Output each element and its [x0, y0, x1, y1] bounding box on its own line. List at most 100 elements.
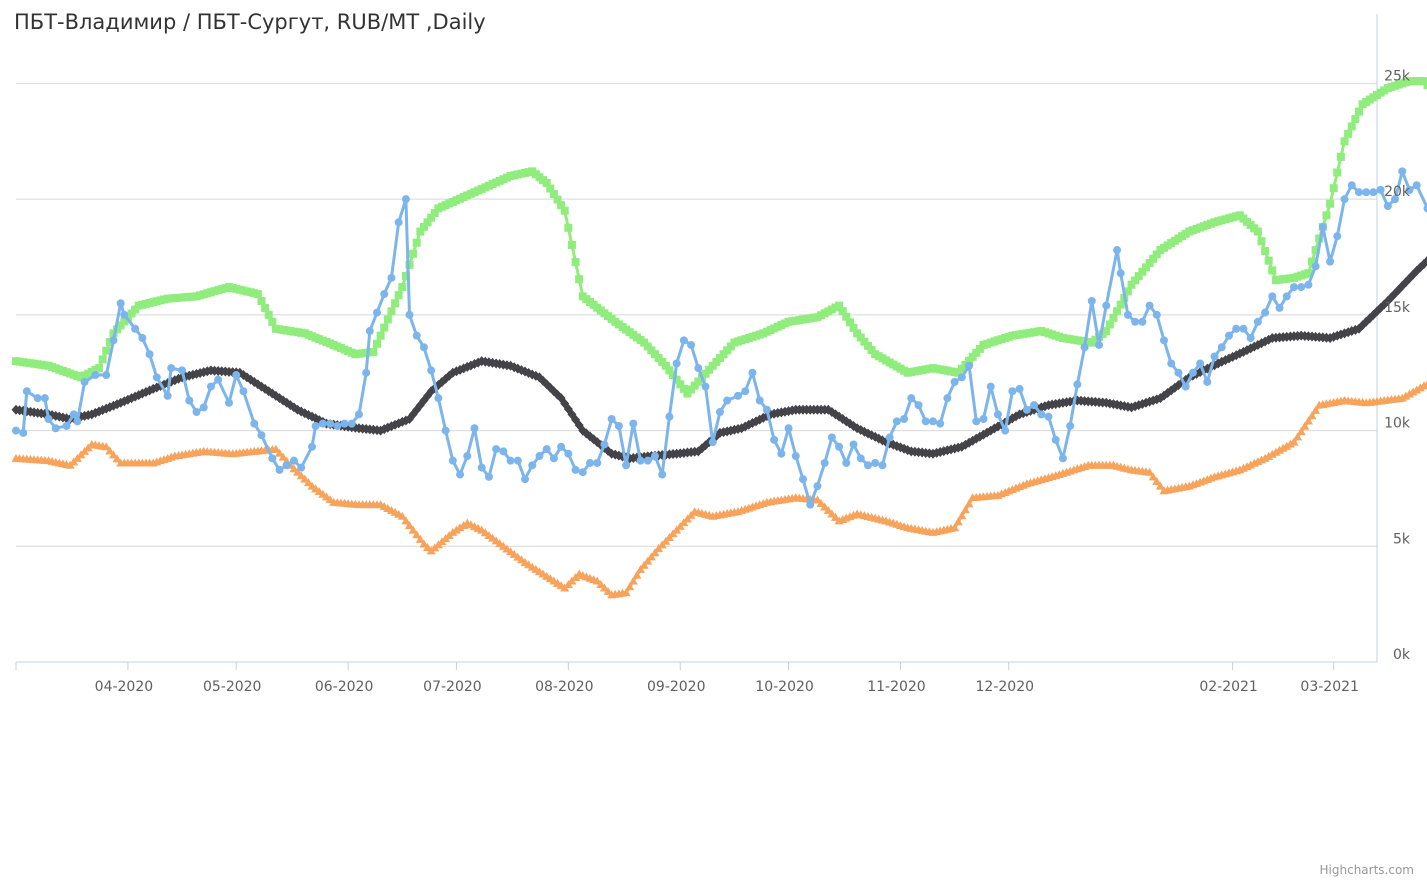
- data-point-circle[interactable]: [564, 449, 573, 458]
- data-point-square[interactable]: [268, 317, 277, 326]
- data-point-circle[interactable]: [755, 396, 764, 405]
- data-point-circle[interactable]: [441, 426, 450, 435]
- data-point-circle[interactable]: [542, 445, 551, 454]
- data-point-circle[interactable]: [80, 377, 89, 386]
- data-point-square[interactable]: [564, 223, 573, 232]
- data-point-circle[interactable]: [571, 465, 580, 474]
- data-point-circle[interactable]: [373, 308, 382, 317]
- data-point-square[interactable]: [1336, 152, 1345, 161]
- data-point-square[interactable]: [661, 361, 670, 370]
- data-point-circle[interactable]: [1113, 246, 1122, 255]
- data-point-circle[interactable]: [1188, 368, 1197, 377]
- data-point-circle[interactable]: [586, 458, 595, 467]
- data-point-triangle[interactable]: [1278, 443, 1288, 452]
- data-point-circle[interactable]: [1232, 324, 1241, 333]
- data-point-triangle[interactable]: [1152, 476, 1162, 485]
- data-point-circle[interactable]: [972, 417, 981, 426]
- data-point-square[interactable]: [1333, 168, 1342, 177]
- data-point-circle[interactable]: [1123, 310, 1132, 319]
- data-point-square[interactable]: [1268, 266, 1277, 275]
- data-point-circle[interactable]: [1224, 331, 1233, 340]
- data-point-circle[interactable]: [578, 468, 587, 477]
- data-point-circle[interactable]: [1015, 384, 1024, 393]
- data-point-square[interactable]: [1109, 313, 1118, 322]
- data-point-square[interactable]: [376, 331, 385, 340]
- data-point-square[interactable]: [261, 303, 270, 312]
- data-point-circle[interactable]: [806, 500, 815, 509]
- data-point-square[interactable]: [1145, 259, 1154, 268]
- data-point-square[interactable]: [102, 346, 111, 355]
- data-point-circle[interactable]: [311, 421, 320, 430]
- data-point-circle[interactable]: [492, 445, 501, 454]
- data-point-circle[interactable]: [835, 442, 844, 451]
- data-point-circle[interactable]: [734, 391, 743, 400]
- data-point-circle[interactable]: [1037, 410, 1046, 419]
- data-point-circle[interactable]: [340, 419, 349, 428]
- data-point-circle[interactable]: [239, 387, 248, 396]
- data-point-circle[interactable]: [694, 364, 703, 373]
- data-point-square[interactable]: [546, 184, 555, 193]
- data-point-circle[interactable]: [849, 440, 858, 449]
- data-point-circle[interactable]: [993, 410, 1002, 419]
- data-point-square[interactable]: [416, 227, 425, 236]
- data-point-circle[interactable]: [484, 472, 493, 481]
- data-point-square[interactable]: [676, 380, 685, 389]
- data-point-triangle[interactable]: [108, 450, 118, 459]
- data-point-square[interactable]: [369, 347, 378, 356]
- data-point-square[interactable]: [672, 375, 681, 384]
- data-point-circle[interactable]: [1102, 301, 1111, 310]
- data-point-circle[interactable]: [513, 456, 522, 465]
- data-point-square[interactable]: [1138, 267, 1147, 276]
- data-point-circle[interactable]: [477, 463, 486, 472]
- data-point-circle[interactable]: [73, 417, 82, 426]
- data-point-triangle[interactable]: [639, 560, 649, 569]
- data-point-circle[interactable]: [1261, 308, 1270, 317]
- data-point-circle[interactable]: [1196, 359, 1205, 368]
- data-point-circle[interactable]: [665, 412, 674, 421]
- data-point-circle[interactable]: [770, 435, 779, 444]
- data-point-square[interactable]: [860, 337, 869, 346]
- data-point-triangle[interactable]: [950, 523, 960, 532]
- data-point-circle[interactable]: [827, 433, 836, 442]
- data-point-circle[interactable]: [1340, 195, 1349, 204]
- data-point-triangle[interactable]: [1307, 411, 1317, 420]
- data-point-circle[interactable]: [1138, 317, 1147, 326]
- data-point-circle[interactable]: [44, 415, 53, 423]
- data-point-circle[interactable]: [22, 387, 31, 396]
- data-point-triangle[interactable]: [636, 564, 646, 573]
- data-point-circle[interactable]: [199, 403, 208, 412]
- data-point-circle[interactable]: [1311, 262, 1320, 271]
- data-point-circle[interactable]: [427, 366, 436, 375]
- data-point-circle[interactable]: [102, 371, 111, 380]
- data-point-circle[interactable]: [178, 366, 187, 375]
- data-point-square[interactable]: [1253, 227, 1262, 236]
- data-point-circle[interactable]: [1362, 188, 1371, 197]
- data-point-triangle[interactable]: [404, 520, 414, 529]
- data-point-circle[interactable]: [1181, 382, 1190, 391]
- data-point-circle[interactable]: [943, 394, 952, 403]
- data-point-circle[interactable]: [1289, 283, 1298, 292]
- data-point-square[interactable]: [419, 222, 428, 231]
- data-point-square[interactable]: [1322, 211, 1331, 220]
- data-point-circle[interactable]: [914, 401, 923, 410]
- data-point-circle[interactable]: [250, 419, 259, 428]
- data-point-circle[interactable]: [1160, 336, 1169, 345]
- data-point-square[interactable]: [835, 301, 844, 310]
- data-point-circle[interactable]: [145, 350, 154, 359]
- data-point-square[interactable]: [1113, 307, 1122, 316]
- data-point-square[interactable]: [105, 338, 114, 347]
- data-point-circle[interactable]: [19, 428, 28, 437]
- data-point-circle[interactable]: [91, 371, 100, 380]
- data-point-circle[interactable]: [842, 458, 851, 467]
- data-point-circle[interactable]: [232, 371, 241, 380]
- data-point-circle[interactable]: [185, 396, 194, 405]
- data-point-circle[interactable]: [131, 324, 140, 333]
- data-point-circle[interactable]: [1210, 352, 1219, 361]
- data-point-diamond[interactable]: [1015, 409, 1025, 420]
- data-point-square[interactable]: [405, 260, 414, 269]
- data-point-circle[interactable]: [979, 415, 988, 423]
- data-point-square[interactable]: [679, 384, 688, 393]
- data-point-triangle[interactable]: [1289, 437, 1299, 446]
- data-point-triangle[interactable]: [1303, 416, 1313, 425]
- data-point-triangle[interactable]: [451, 525, 461, 534]
